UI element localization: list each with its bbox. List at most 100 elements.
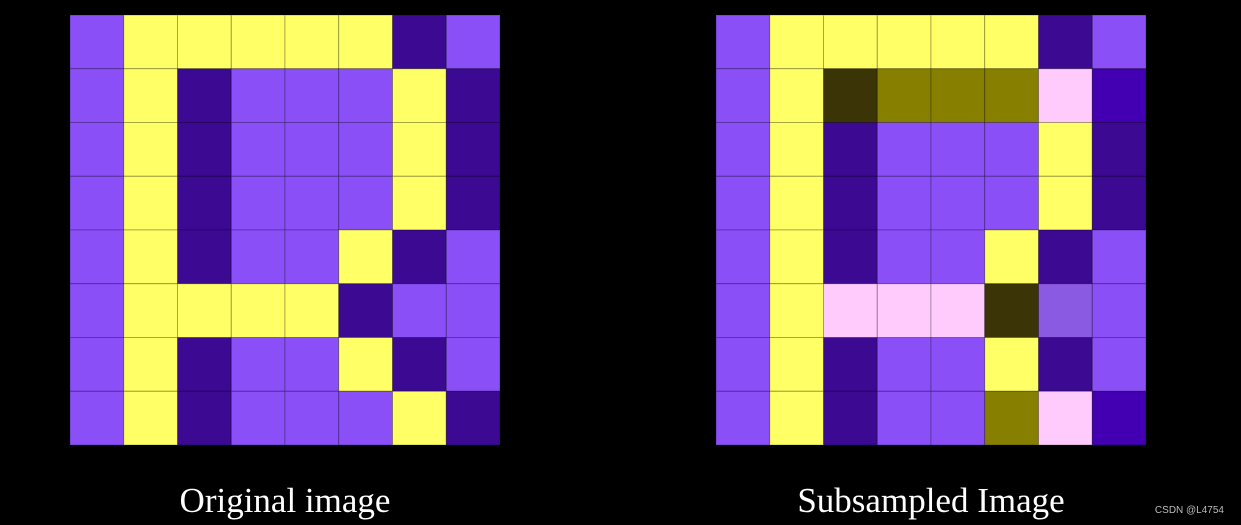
pixel [876, 175, 932, 231]
pixel [338, 390, 393, 446]
pixel [876, 229, 932, 285]
pixel [123, 229, 178, 285]
pixel [769, 229, 824, 285]
pixel [1038, 68, 1093, 123]
pixel [823, 337, 878, 392]
pixel [715, 122, 771, 177]
pixel [769, 122, 824, 177]
pixel [769, 337, 824, 392]
pixel [338, 68, 393, 123]
pixel [984, 175, 1039, 231]
pixel [392, 337, 447, 392]
pixel [338, 283, 393, 338]
pixel [177, 390, 232, 446]
pixel [284, 337, 340, 392]
pixel [1091, 283, 1147, 338]
pixel [123, 390, 178, 446]
pixel [230, 175, 286, 231]
pixel [984, 283, 1039, 338]
pixel [123, 122, 178, 177]
pixel [445, 175, 501, 231]
pixel [69, 68, 125, 123]
pixel [769, 68, 824, 123]
pixel [715, 229, 771, 285]
pixel [984, 337, 1039, 392]
pixel [230, 122, 286, 177]
pixel [445, 122, 501, 177]
pixel [930, 337, 986, 392]
pixel [823, 175, 878, 231]
pixel [69, 229, 125, 285]
caption: Original image [180, 481, 391, 520]
pixel [123, 68, 178, 123]
pixel [769, 283, 824, 338]
pixel [445, 283, 501, 338]
pixel [1038, 337, 1093, 392]
pixel [769, 390, 824, 446]
pixel [338, 229, 393, 285]
pixel [1038, 390, 1093, 446]
pixel [445, 390, 501, 446]
pixel [392, 229, 447, 285]
pixel [930, 229, 986, 285]
pixel [445, 68, 501, 123]
pixel [930, 390, 986, 446]
pixel [230, 68, 286, 123]
pixel [1038, 122, 1093, 177]
pixel [177, 229, 232, 285]
pixel [1091, 68, 1147, 123]
pixel [338, 175, 393, 231]
pixel [876, 283, 932, 338]
pixel [392, 68, 447, 123]
pixel [715, 283, 771, 338]
pixel [1038, 283, 1093, 338]
pixel [284, 68, 340, 123]
pixel [392, 14, 447, 70]
pixel [392, 283, 447, 338]
pixel [823, 229, 878, 285]
pixel [876, 68, 932, 123]
pixel [823, 122, 878, 177]
pixel [1038, 229, 1093, 285]
pixel [1091, 175, 1147, 231]
pixel [230, 283, 286, 338]
pixel [69, 283, 125, 338]
pixel [69, 175, 125, 231]
pixel [823, 14, 878, 70]
pixel [392, 122, 447, 177]
pixel [984, 68, 1039, 123]
pixel [984, 229, 1039, 285]
pixel [930, 283, 986, 338]
pixel [177, 283, 232, 338]
pixel [284, 175, 340, 231]
pixel [177, 14, 232, 70]
pixel [1091, 14, 1147, 70]
pixel [284, 283, 340, 338]
pixel [930, 122, 986, 177]
pixel [338, 14, 393, 70]
pixel [230, 337, 286, 392]
watermark: CSDN @L4754 [1155, 505, 1225, 516]
pixel [392, 175, 447, 231]
pixel [230, 229, 286, 285]
pixel [930, 175, 986, 231]
pixel [715, 175, 771, 231]
pixel [177, 175, 232, 231]
pixel [445, 229, 501, 285]
pixel [876, 337, 932, 392]
pixel [69, 337, 125, 392]
pixel [69, 390, 125, 446]
pixel [823, 68, 878, 123]
pixel [715, 14, 771, 70]
pixel [984, 14, 1039, 70]
caption: Subsampled Image [797, 481, 1064, 520]
pixel [284, 122, 340, 177]
pixel [769, 175, 824, 231]
pixel [876, 390, 932, 446]
pixel [177, 122, 232, 177]
pixel [445, 14, 501, 70]
pixel [715, 337, 771, 392]
pixel [1038, 175, 1093, 231]
